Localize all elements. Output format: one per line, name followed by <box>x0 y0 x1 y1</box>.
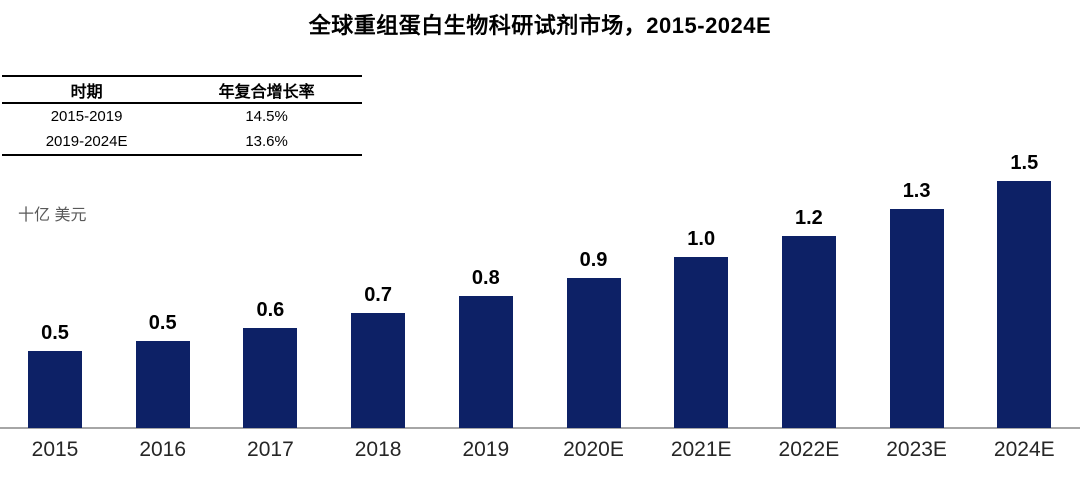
cagr-table: 时期 年复合增长率 2015-2019 14.5% 2019-2024E 13.… <box>2 75 362 156</box>
x-tick-label: 2020E <box>563 438 624 461</box>
cagr-table-header-row: 时期 年复合增长率 <box>2 75 362 104</box>
bar <box>28 351 82 428</box>
bar-value-label: 0.7 <box>364 284 392 306</box>
x-tick-label: 2024E <box>993 438 1055 461</box>
bar-value-label: 0.5 <box>41 322 69 344</box>
table-row: 2019-2024E 13.6% <box>2 129 362 156</box>
bar-value-label: 0.9 <box>579 249 608 271</box>
x-tick-label: 2022E <box>778 438 840 461</box>
bar <box>674 257 729 428</box>
bar <box>135 341 190 428</box>
cagr-value-cell: 14.5% <box>245 108 288 125</box>
cagr-table-header-period: 时期 <box>2 75 172 104</box>
bar-value-label: 0.6 <box>256 299 285 321</box>
chart-title: 全球重组蛋白生物科研试剂市场，2015-2024E <box>308 13 772 38</box>
bar <box>243 328 298 428</box>
bar <box>997 181 1052 428</box>
bar-value-label: 1.2 <box>794 207 823 229</box>
x-tick-label: 2019 <box>462 438 510 461</box>
x-tick-label: 2016 <box>139 438 187 461</box>
table-row: 2015-2019 14.5% <box>2 103 362 129</box>
x-tick-label: 2015 <box>31 438 79 461</box>
bar-value-label: 0.5 <box>148 312 177 334</box>
bar <box>781 236 836 428</box>
bar <box>889 209 944 428</box>
y-axis-unit-label: 十亿 美元 <box>18 207 87 224</box>
x-axis-line <box>0 427 1080 429</box>
cagr-period-cell: 2019-2024E <box>2 129 172 156</box>
cagr-table-header-cagr: 年复合增长率 <box>171 75 362 104</box>
x-tick-label: 2021E <box>670 438 732 461</box>
x-tick-label: 2017 <box>247 438 294 461</box>
bar <box>458 296 513 428</box>
bar <box>351 313 406 428</box>
bar-value-label: 1.5 <box>1010 152 1039 174</box>
x-tick-label: 2023E <box>886 438 947 461</box>
bar-value-label: 0.8 <box>471 267 500 289</box>
bar-value-label: 1.0 <box>687 228 716 250</box>
cagr-value-cell: 13.6% <box>171 129 362 156</box>
bar-value-label: 1.3 <box>902 180 931 202</box>
cagr-period-cell: 2015-2019 <box>50 108 123 125</box>
x-tick-label: 2018 <box>354 438 402 461</box>
bar <box>566 278 621 428</box>
